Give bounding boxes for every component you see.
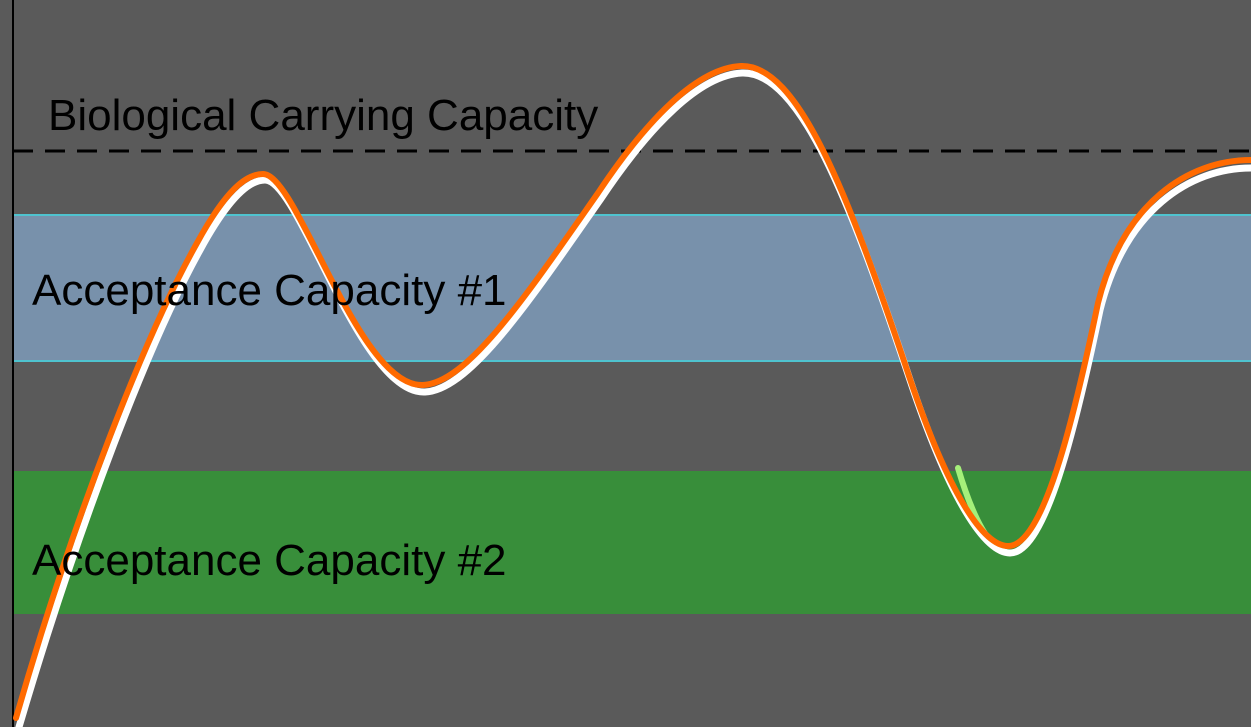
acceptance-capacity-1-label: Acceptance Capacity #1 bbox=[32, 266, 507, 315]
population-curve-white bbox=[15, 69, 1251, 727]
population-curve-orange bbox=[13, 62, 1251, 721]
acceptance-capacity-1-band bbox=[12, 214, 1251, 362]
acceptance-capacity-2-label: Acceptance Capacity #2 bbox=[32, 536, 507, 585]
biological-capacity-label: Biological Carrying Capacity bbox=[48, 91, 598, 140]
